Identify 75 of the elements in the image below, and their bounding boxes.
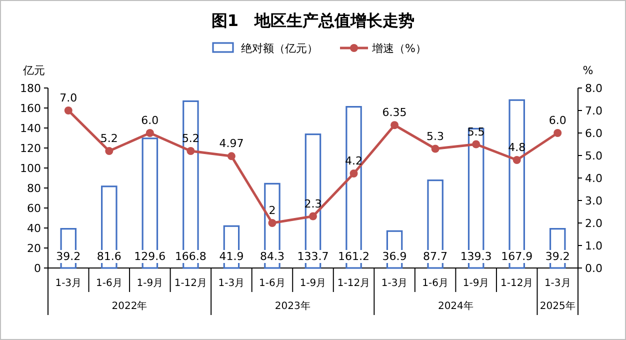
data-label: 81.6	[96, 250, 122, 263]
x-tick-label: 1-12月	[500, 278, 534, 289]
y2-tick-label: 0.0	[585, 262, 602, 275]
data-label: 129.6	[134, 250, 166, 263]
y-tick-label: 180	[20, 82, 41, 95]
x-tick-label: 1-6月	[422, 278, 448, 289]
data-label: 36.9	[382, 250, 407, 263]
data-label: 167.9	[501, 250, 533, 263]
x-tick-label: 1-3月	[218, 278, 245, 289]
y-tick-label: 100	[20, 162, 41, 175]
data-label: 7.0	[60, 92, 78, 104]
text: 2024年	[438, 300, 474, 312]
point	[472, 140, 480, 148]
y2-tick-label: 6.0	[585, 127, 602, 140]
x-tick-label: 1-3月	[544, 278, 571, 289]
data-label: 6.35	[382, 106, 407, 120]
data-label: 166.8	[174, 250, 206, 263]
data-label: 2	[268, 204, 276, 217]
point	[105, 147, 114, 155]
y-tick-label: 60	[27, 202, 41, 215]
data-label: 161.2	[338, 250, 370, 263]
x-tick-label: 1-12月	[174, 278, 208, 289]
y2-tick-label: 4.0	[585, 172, 602, 185]
point	[146, 129, 154, 137]
x-tick-label: 1-3月	[381, 278, 408, 289]
data-label: 84.3	[260, 250, 284, 263]
x-tick-label: 1-9月	[300, 278, 326, 289]
y2-tick-label: 5.0	[585, 150, 602, 162]
data-label: 4.97	[219, 137, 244, 150]
text: 2023年	[274, 300, 310, 312]
data-label: 39.2	[56, 250, 81, 263]
y2-tick-label: 3.0	[585, 194, 602, 208]
y-tick-label: 20	[27, 242, 41, 255]
data-label: 87.7	[423, 250, 448, 263]
y2-tick-label: 8.0	[585, 82, 602, 95]
y2-axis-title: %	[582, 64, 594, 77]
y-tick-label: 80	[27, 182, 41, 195]
data-label: 41.9	[219, 250, 244, 263]
point	[350, 170, 358, 178]
point	[512, 156, 521, 164]
point	[227, 152, 236, 160]
legend-label: 绝对额（亿元）	[241, 42, 318, 55]
data-label: 5.2	[100, 132, 118, 145]
y-tick-label: 40	[27, 222, 41, 235]
x-tick-label: 1-9月	[136, 278, 164, 289]
x-tick-label: 1-9月	[462, 278, 490, 289]
y-tick-label: 0	[34, 262, 41, 275]
point	[186, 147, 195, 155]
y-tick-label: 120	[20, 142, 41, 155]
chart-title: 图1 地区生产总值增长走势	[211, 11, 415, 30]
y-axis-title: 亿元	[22, 64, 45, 77]
point	[554, 129, 562, 137]
data-label: 6.0	[548, 114, 566, 127]
text: 2022年	[112, 300, 148, 312]
point	[64, 106, 72, 114]
point	[268, 219, 276, 227]
y2-tick-label: 2.0	[585, 217, 602, 230]
y2-tick-label: 7.0	[585, 104, 602, 118]
data-label: 133.7	[297, 250, 329, 263]
point	[390, 121, 399, 130]
text: 2025年	[540, 300, 576, 312]
data-label: 5.3	[426, 130, 444, 143]
legend-label: 增速（%）	[371, 42, 426, 55]
data-label: 6.0	[141, 114, 159, 127]
x-tick-label: 1-12月	[337, 278, 370, 289]
point	[431, 144, 440, 153]
y-tick-label: 160	[20, 102, 41, 115]
y2-tick-label: 1.0	[585, 240, 602, 252]
x-tick-label: 1-6月	[96, 278, 122, 289]
point	[309, 212, 317, 220]
data-label: 39.2	[545, 250, 570, 263]
x-tick-label: 1-6月	[259, 278, 286, 289]
x-tick-label: 1-3月	[55, 278, 82, 289]
data-label: 139.3	[460, 250, 492, 263]
y-tick-label: 140	[20, 122, 41, 135]
